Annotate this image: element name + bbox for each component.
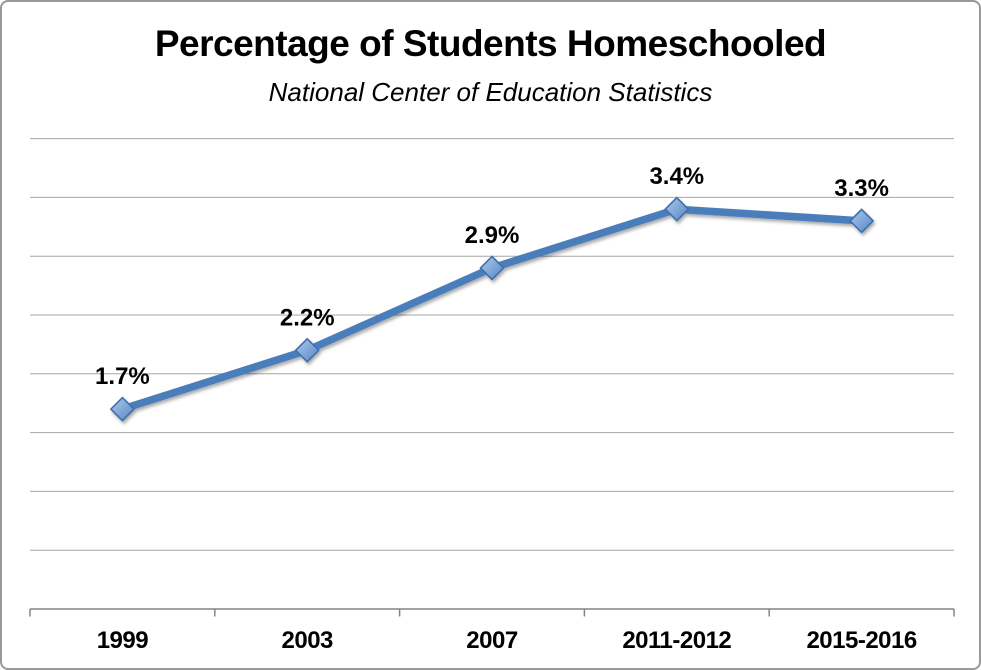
data-point-marker (109, 396, 136, 422)
x-axis-label: 1999 (97, 627, 149, 654)
data-point-marker (479, 255, 505, 281)
series-group (109, 196, 875, 422)
data-point-marker (664, 196, 690, 222)
data-label: 3.4% (649, 163, 704, 190)
data-point-marker (294, 337, 320, 363)
data-label: 2.2% (280, 304, 335, 331)
x-axis-label: 2007 (466, 627, 518, 654)
data-point-marker (848, 208, 875, 234)
data-label: 1.7% (95, 363, 150, 390)
chart-title: Percentage of Students Homeschooled (154, 23, 827, 64)
chart-subtitle: National Center of Education Statistics (268, 77, 713, 107)
data-label: 3.3% (834, 175, 889, 202)
x-axis-label: 2003 (282, 627, 334, 654)
x-axis-label: 2015-2016 (806, 627, 916, 654)
data-label: 2.9% (465, 222, 520, 249)
x-axis-label: 2011-2012 (622, 627, 731, 654)
